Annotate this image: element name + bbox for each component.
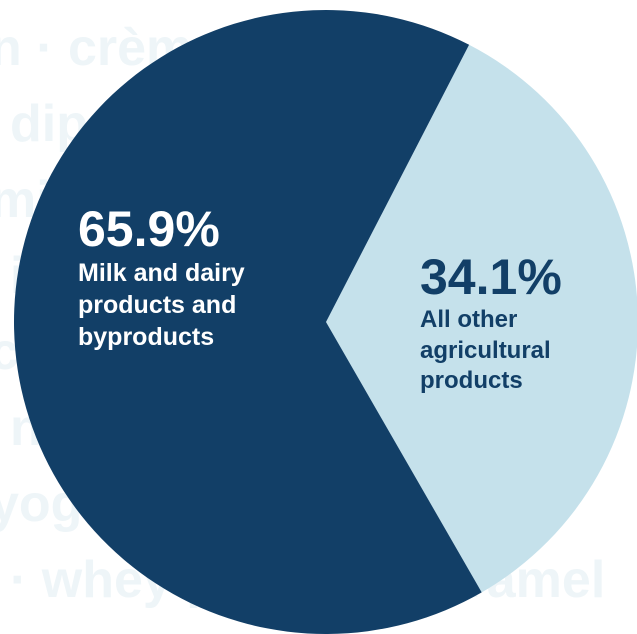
category-label: All other agricultural products — [420, 306, 551, 395]
slice-label: 34.1% All other agricultural products — [420, 250, 610, 397]
pie-slice — [326, 44, 637, 593]
value-label: 65.9% — [78, 201, 220, 257]
pie-slice — [14, 10, 482, 634]
slice-label: 65.9% Milk and dairy products and byprod… — [78, 202, 308, 353]
value-label: 34.1% — [420, 249, 562, 305]
category-label: Milk and dairy products and byproducts — [78, 259, 245, 351]
